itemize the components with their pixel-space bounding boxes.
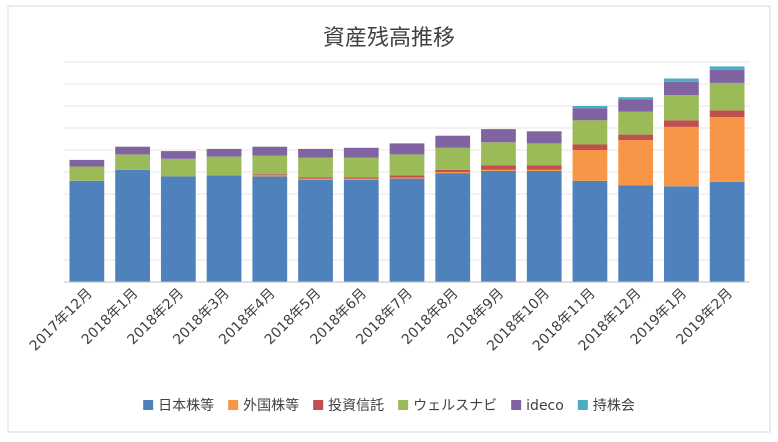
bar-segment-series-4-cat-4	[252, 146, 288, 156]
bar-segment-series-3-cat-2	[160, 158, 196, 177]
bar-segment-series-2-cat-12	[618, 134, 654, 141]
bar-segment-series-4-cat-13	[664, 81, 699, 95]
bar-segment-series-1-cat-12	[618, 140, 654, 186]
bar-segment-series-3-cat-14	[709, 82, 745, 111]
bar-segment-series-4-cat-3	[206, 148, 242, 157]
legend-item: 持株会	[577, 398, 635, 414]
bar-segment-series-1-cat-11	[572, 150, 608, 181]
bar-segment-series-0-cat-14	[709, 181, 745, 282]
bar-segment-series-3-cat-4	[252, 155, 288, 175]
bar-segment-series-3-cat-3	[206, 156, 242, 176]
bar-segment-series-3-cat-1	[115, 154, 150, 170]
legend-swatch	[577, 400, 588, 410]
bar-segment-series-3-cat-10	[526, 143, 562, 166]
bar-segment-series-4-cat-7	[389, 143, 425, 155]
legend-item: 外国株等	[228, 397, 299, 414]
chart-title: 資産残高推移	[323, 26, 455, 51]
bar-segment-series-4-cat-11	[572, 108, 608, 121]
bar-segment-series-1-cat-9	[481, 169, 516, 171]
bar-segment-series-1-cat-5	[298, 178, 333, 180]
legend-label: ideco	[526, 398, 564, 414]
bar-segment-series-2-cat-14	[709, 110, 745, 117]
bar-segment-series-0-cat-12	[618, 185, 654, 282]
chart-border	[7, 5, 771, 433]
bar-segment-series-3-cat-6	[343, 157, 379, 178]
bar-segment-series-4-cat-10	[526, 131, 562, 144]
bar-segment-series-4-cat-9	[481, 129, 516, 143]
bar-segment-series-5-cat-11	[572, 106, 608, 109]
legend-swatch	[511, 400, 522, 410]
legend-swatch	[143, 400, 154, 410]
legend-swatch	[313, 400, 324, 410]
bar-segment-series-4-cat-2	[160, 151, 196, 159]
bar-segment-series-1-cat-4	[252, 175, 288, 177]
bar-segment-series-1-cat-7	[389, 177, 425, 179]
bar-segment-series-2-cat-10	[526, 165, 562, 170]
legend-label: 日本株等	[158, 397, 214, 414]
bar-series-group	[69, 66, 745, 282]
legend-label: ウェルスナビ	[413, 398, 497, 414]
bar-segment-series-2-cat-4	[252, 174, 288, 176]
bar-segment-series-4-cat-8	[435, 135, 471, 148]
legend-item: ウェルスナビ	[398, 398, 497, 414]
legend-label: 持株会	[593, 398, 635, 414]
bar-segment-series-3-cat-5	[298, 157, 333, 178]
bar-segment-series-0-cat-9	[481, 170, 516, 282]
bar-segment-series-4-cat-6	[343, 147, 379, 158]
bar-segment-series-0-cat-1	[115, 169, 150, 282]
bar-segment-series-0-cat-7	[389, 178, 425, 282]
bar-segment-series-4-cat-1	[115, 146, 150, 155]
bar-segment-series-2-cat-8	[435, 169, 471, 172]
bar-segment-series-2-cat-9	[481, 165, 516, 170]
bar-segment-series-1-cat-8	[435, 172, 471, 174]
legend-item: ideco	[511, 398, 564, 414]
bar-segment-series-4-cat-14	[709, 69, 745, 83]
bar-segment-series-3-cat-7	[389, 154, 425, 176]
legend-item: 日本株等	[143, 397, 214, 414]
legend-item: 投資信託	[313, 398, 384, 414]
bar-segment-series-4-cat-5	[298, 148, 333, 158]
bar-segment-series-0-cat-0	[69, 180, 105, 282]
bar-segment-series-2-cat-6	[343, 177, 379, 179]
bar-segment-series-2-cat-5	[298, 177, 333, 179]
bar-segment-series-0-cat-10	[526, 170, 562, 282]
bar-segment-series-4-cat-12	[618, 99, 654, 112]
bar-segment-series-3-cat-11	[572, 120, 608, 145]
bar-segment-series-2-cat-11	[572, 144, 608, 150]
bar-segment-series-0-cat-8	[435, 173, 471, 282]
bar-segment-series-5-cat-12	[618, 97, 654, 100]
bar-segment-series-3-cat-13	[664, 95, 699, 121]
bar-segment-series-0-cat-13	[664, 186, 699, 282]
bar-segment-series-3-cat-9	[481, 142, 516, 166]
bar-segment-series-3-cat-8	[435, 147, 471, 170]
bar-segment-series-1-cat-10	[526, 169, 562, 171]
bar-segment-series-0-cat-11	[572, 180, 608, 282]
legend: 日本株等 外国株等 投資信託 ウェルスナビ ideco 持株会	[143, 397, 635, 414]
bar-segment-series-0-cat-3	[206, 175, 242, 282]
bar-segment-series-0-cat-6	[343, 179, 379, 282]
legend-label: 外国株等	[243, 397, 299, 414]
bar-segment-series-0-cat-5	[298, 179, 333, 282]
legend-swatch	[228, 400, 239, 410]
bar-segment-series-0-cat-2	[160, 176, 196, 282]
bar-segment-series-2-cat-13	[664, 120, 699, 127]
bar-segment-series-3-cat-0	[69, 166, 105, 181]
bar-segment-series-5-cat-14	[709, 66, 745, 70]
legend-swatch	[398, 400, 409, 410]
legend-label: 投資信託	[328, 398, 384, 414]
bar-segment-series-1-cat-6	[343, 178, 379, 180]
bar-segment-series-2-cat-7	[389, 175, 425, 178]
bar-segment-series-0-cat-4	[252, 176, 288, 282]
bar-segment-series-1-cat-14	[709, 117, 745, 182]
bar-segment-series-5-cat-13	[664, 78, 699, 82]
bar-segment-series-3-cat-12	[618, 111, 654, 135]
bar-segment-series-1-cat-13	[664, 126, 699, 187]
bar-segment-series-4-cat-0	[69, 159, 105, 167]
